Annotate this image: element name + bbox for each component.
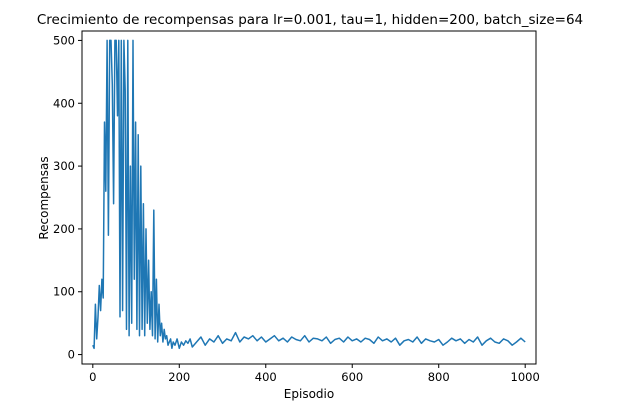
y-axis-label: Recompensas	[37, 156, 51, 239]
y-tick-label: 100	[53, 285, 75, 299]
x-tick-label: 1000	[511, 370, 540, 384]
x-tick-label: 200	[168, 370, 190, 384]
x-tick-label: 400	[255, 370, 277, 384]
y-tick-label: 0	[68, 348, 75, 362]
y-tick-label: 200	[53, 222, 75, 236]
y-tick-label: 300	[53, 159, 75, 173]
x-tick-label: 0	[89, 370, 96, 384]
plot-frame	[81, 30, 537, 365]
chart-title: Crecimiento de recompensas para lr=0.001…	[37, 12, 583, 28]
plot-area	[81, 30, 537, 365]
series-line-0	[92, 39, 526, 350]
x-axis-label: Episodio	[284, 387, 334, 401]
axis-ticks: 0 200 400 600 800 1000 0 100 200 300 400 500	[53, 33, 540, 384]
y-tick-label: 500	[53, 33, 75, 47]
x-tick-label: 800	[428, 370, 450, 384]
y-tick-label: 400	[53, 96, 75, 110]
x-tick-label: 600	[341, 370, 363, 384]
